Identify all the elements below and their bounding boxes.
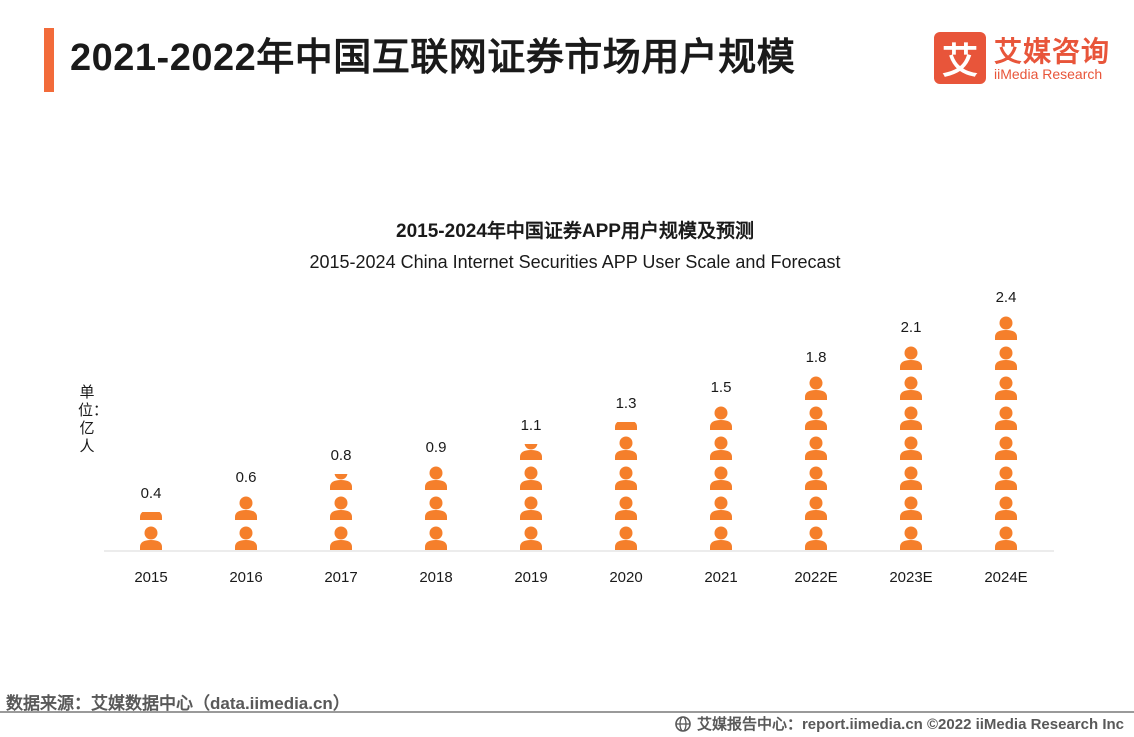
person-icon — [520, 444, 542, 460]
logo-name-cn: 艾媒咨询 — [994, 36, 1111, 67]
person-icon — [805, 406, 827, 430]
person-icon — [805, 466, 827, 490]
bar-2024E — [995, 316, 1017, 550]
person-icon — [710, 406, 732, 430]
person-icon — [995, 496, 1017, 520]
value-label: 0.6 — [236, 469, 257, 486]
person-icon — [995, 346, 1017, 370]
data-source: 数据来源：艾媒数据中心（data.iimedia.cn） — [6, 694, 350, 713]
x-tick-label: 2017 — [324, 569, 357, 586]
person-icon — [900, 376, 922, 400]
footer-credit-text: 艾媒报告中心：report.iimedia.cn ©2022 iiMedia R… — [696, 716, 1124, 733]
person-icon — [995, 526, 1017, 550]
x-tick-label: 2022E — [794, 569, 837, 586]
person-icon — [710, 526, 732, 550]
bar-2021 — [710, 406, 732, 550]
x-tick-label: 2018 — [419, 569, 452, 586]
person-icon — [900, 526, 922, 550]
person-icon — [330, 474, 352, 490]
person-icon — [710, 466, 732, 490]
person-icon — [995, 406, 1017, 430]
value-label: 0.9 — [426, 439, 447, 456]
person-icon — [140, 512, 162, 520]
person-icon — [425, 526, 447, 550]
x-tick-label: 2021 — [704, 569, 737, 586]
chart-subtitle: 2015-2024 China Internet Securities APP … — [309, 252, 841, 272]
person-icon — [805, 436, 827, 460]
x-tick-label: 2016 — [229, 569, 262, 586]
footer-credit: 艾媒报告中心：report.iimedia.cn ©2022 iiMedia R… — [675, 713, 1124, 734]
person-icon — [900, 466, 922, 490]
x-tick-label: 2020 — [609, 569, 642, 586]
person-icon — [330, 526, 352, 550]
bar-2019 — [520, 444, 542, 550]
person-icon — [615, 496, 637, 520]
person-icon — [615, 526, 637, 550]
person-icon — [805, 496, 827, 520]
person-icon — [900, 436, 922, 460]
x-tick-label: 2015 — [134, 569, 167, 586]
person-icon — [615, 466, 637, 490]
x-tick-label: 2019 — [514, 569, 547, 586]
bar-2023E — [900, 346, 922, 550]
value-label: 0.4 — [141, 485, 162, 502]
person-icon — [995, 466, 1017, 490]
person-icon — [235, 496, 257, 520]
logo-mark: 艾 — [934, 32, 986, 84]
person-icon — [330, 496, 352, 520]
iimedia-logo: 艾 艾媒咨询 iiMedia Research — [934, 32, 1124, 86]
bar-2015 — [140, 512, 162, 550]
value-label: 1.1 — [521, 417, 542, 434]
value-label: 1.8 — [806, 349, 827, 366]
person-icon — [520, 466, 542, 490]
bar-2022E — [805, 376, 827, 550]
value-label: 1.3 — [616, 395, 637, 412]
value-label: 2.1 — [901, 319, 922, 336]
value-label: 1.5 — [711, 379, 732, 396]
bar-2020 — [615, 422, 637, 550]
footer-divider — [0, 711, 1134, 713]
bar-2017 — [330, 474, 352, 550]
person-icon — [615, 436, 637, 460]
person-icon — [900, 346, 922, 370]
page-title: 2021-2022年中国互联网证券市场用户规模 — [70, 37, 796, 79]
x-tick-label: 2023E — [889, 569, 932, 586]
person-icon — [140, 526, 162, 550]
person-icon — [900, 496, 922, 520]
person-icon — [235, 526, 257, 550]
person-icon — [520, 496, 542, 520]
title-accent-bar — [44, 28, 54, 92]
bar-2016 — [235, 496, 257, 550]
value-label: 2.4 — [996, 289, 1017, 306]
person-icon — [995, 316, 1017, 340]
person-icon — [805, 376, 827, 400]
x-tick-label: 2024E — [984, 569, 1027, 586]
person-icon — [425, 496, 447, 520]
person-icon — [425, 466, 447, 490]
person-icon — [615, 422, 637, 430]
person-icon — [520, 526, 542, 550]
logo-name-en: iiMedia Research — [994, 66, 1103, 82]
person-icon — [900, 406, 922, 430]
person-icon — [710, 496, 732, 520]
globe-icon — [675, 715, 691, 732]
person-icon — [995, 376, 1017, 400]
person-icon — [995, 436, 1017, 460]
chart-title: 2015-2024年中国证券APP用户规模及预测 — [396, 221, 754, 242]
bar-2018 — [425, 466, 447, 550]
value-label: 0.8 — [331, 447, 352, 464]
person-icon — [805, 526, 827, 550]
person-icon — [710, 436, 732, 460]
